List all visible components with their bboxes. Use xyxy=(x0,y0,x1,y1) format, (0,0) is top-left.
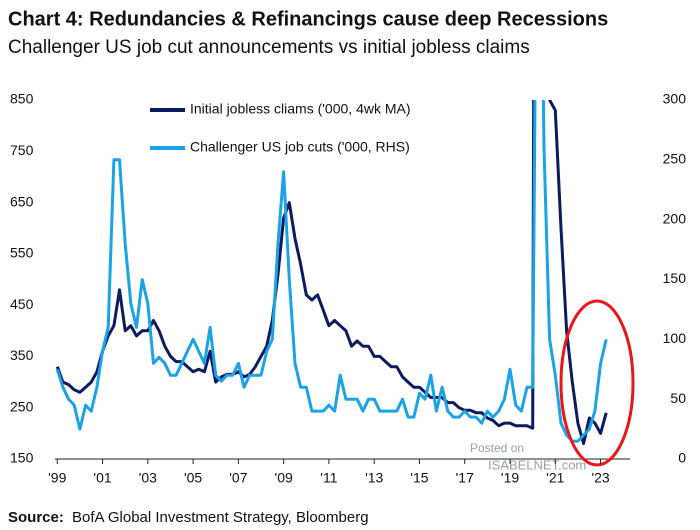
highlight-ellipse xyxy=(559,299,635,467)
chart-subtitle: Challenger US job cut announcements vs i… xyxy=(8,37,530,58)
y-tick-label: 550 xyxy=(10,245,34,261)
x-tick-label: '05 xyxy=(184,470,202,486)
y-tick-label: 650 xyxy=(10,193,34,209)
series-line xyxy=(55,100,608,443)
plot-area xyxy=(55,100,608,446)
x-tick-label: '07 xyxy=(229,470,247,486)
chart-title: Chart 4: Redundancies & Refinancings cau… xyxy=(8,8,608,30)
y2-tick-label: 150 xyxy=(663,270,687,286)
source: BofA Global Investment Strategy, Bloombe… xyxy=(72,509,369,526)
x-tick-label: '01 xyxy=(93,470,111,486)
y-tick-label: 150 xyxy=(10,450,34,466)
x-tick-label: '09 xyxy=(275,470,293,486)
y2-tick-label: 200 xyxy=(663,210,687,226)
y2-tick-label: 100 xyxy=(663,330,687,346)
y-tick-label: 850 xyxy=(10,91,34,107)
watermark: Posted on xyxy=(470,441,524,455)
x-tick-label: '19 xyxy=(501,470,519,486)
x-tick-label: '21 xyxy=(546,470,564,486)
y-tick-label: 450 xyxy=(10,296,34,312)
series-line xyxy=(55,100,608,446)
legend-label: Initial jobless cliams ('000, 4wk MA) xyxy=(190,101,411,117)
source-label: Source: xyxy=(8,509,64,526)
x-tick-label: '15 xyxy=(410,470,428,486)
y-tick-label: 250 xyxy=(10,398,34,414)
y-tick-label: 750 xyxy=(10,142,34,158)
x-tick-label: '23 xyxy=(591,470,609,486)
y2-tick-label: 50 xyxy=(670,390,686,406)
watermark: ISABELNET.com xyxy=(488,457,586,472)
x-tick-label: '03 xyxy=(139,470,157,486)
x-tick-label: '13 xyxy=(365,470,383,486)
y-tick-label: 350 xyxy=(10,347,34,363)
y2-tick-label: 250 xyxy=(663,151,687,167)
y2-tick-label: 0 xyxy=(678,450,686,466)
legend-label: Challenger US job cuts ('000, RHS) xyxy=(190,139,410,155)
x-tick-label: '17 xyxy=(456,470,474,486)
y2-tick-label: 300 xyxy=(663,91,687,107)
x-tick-label: '99 xyxy=(48,470,66,486)
x-tick-label: '11 xyxy=(320,470,337,486)
